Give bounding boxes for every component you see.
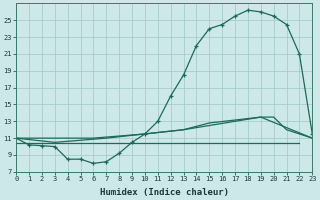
X-axis label: Humidex (Indice chaleur): Humidex (Indice chaleur): [100, 188, 229, 197]
